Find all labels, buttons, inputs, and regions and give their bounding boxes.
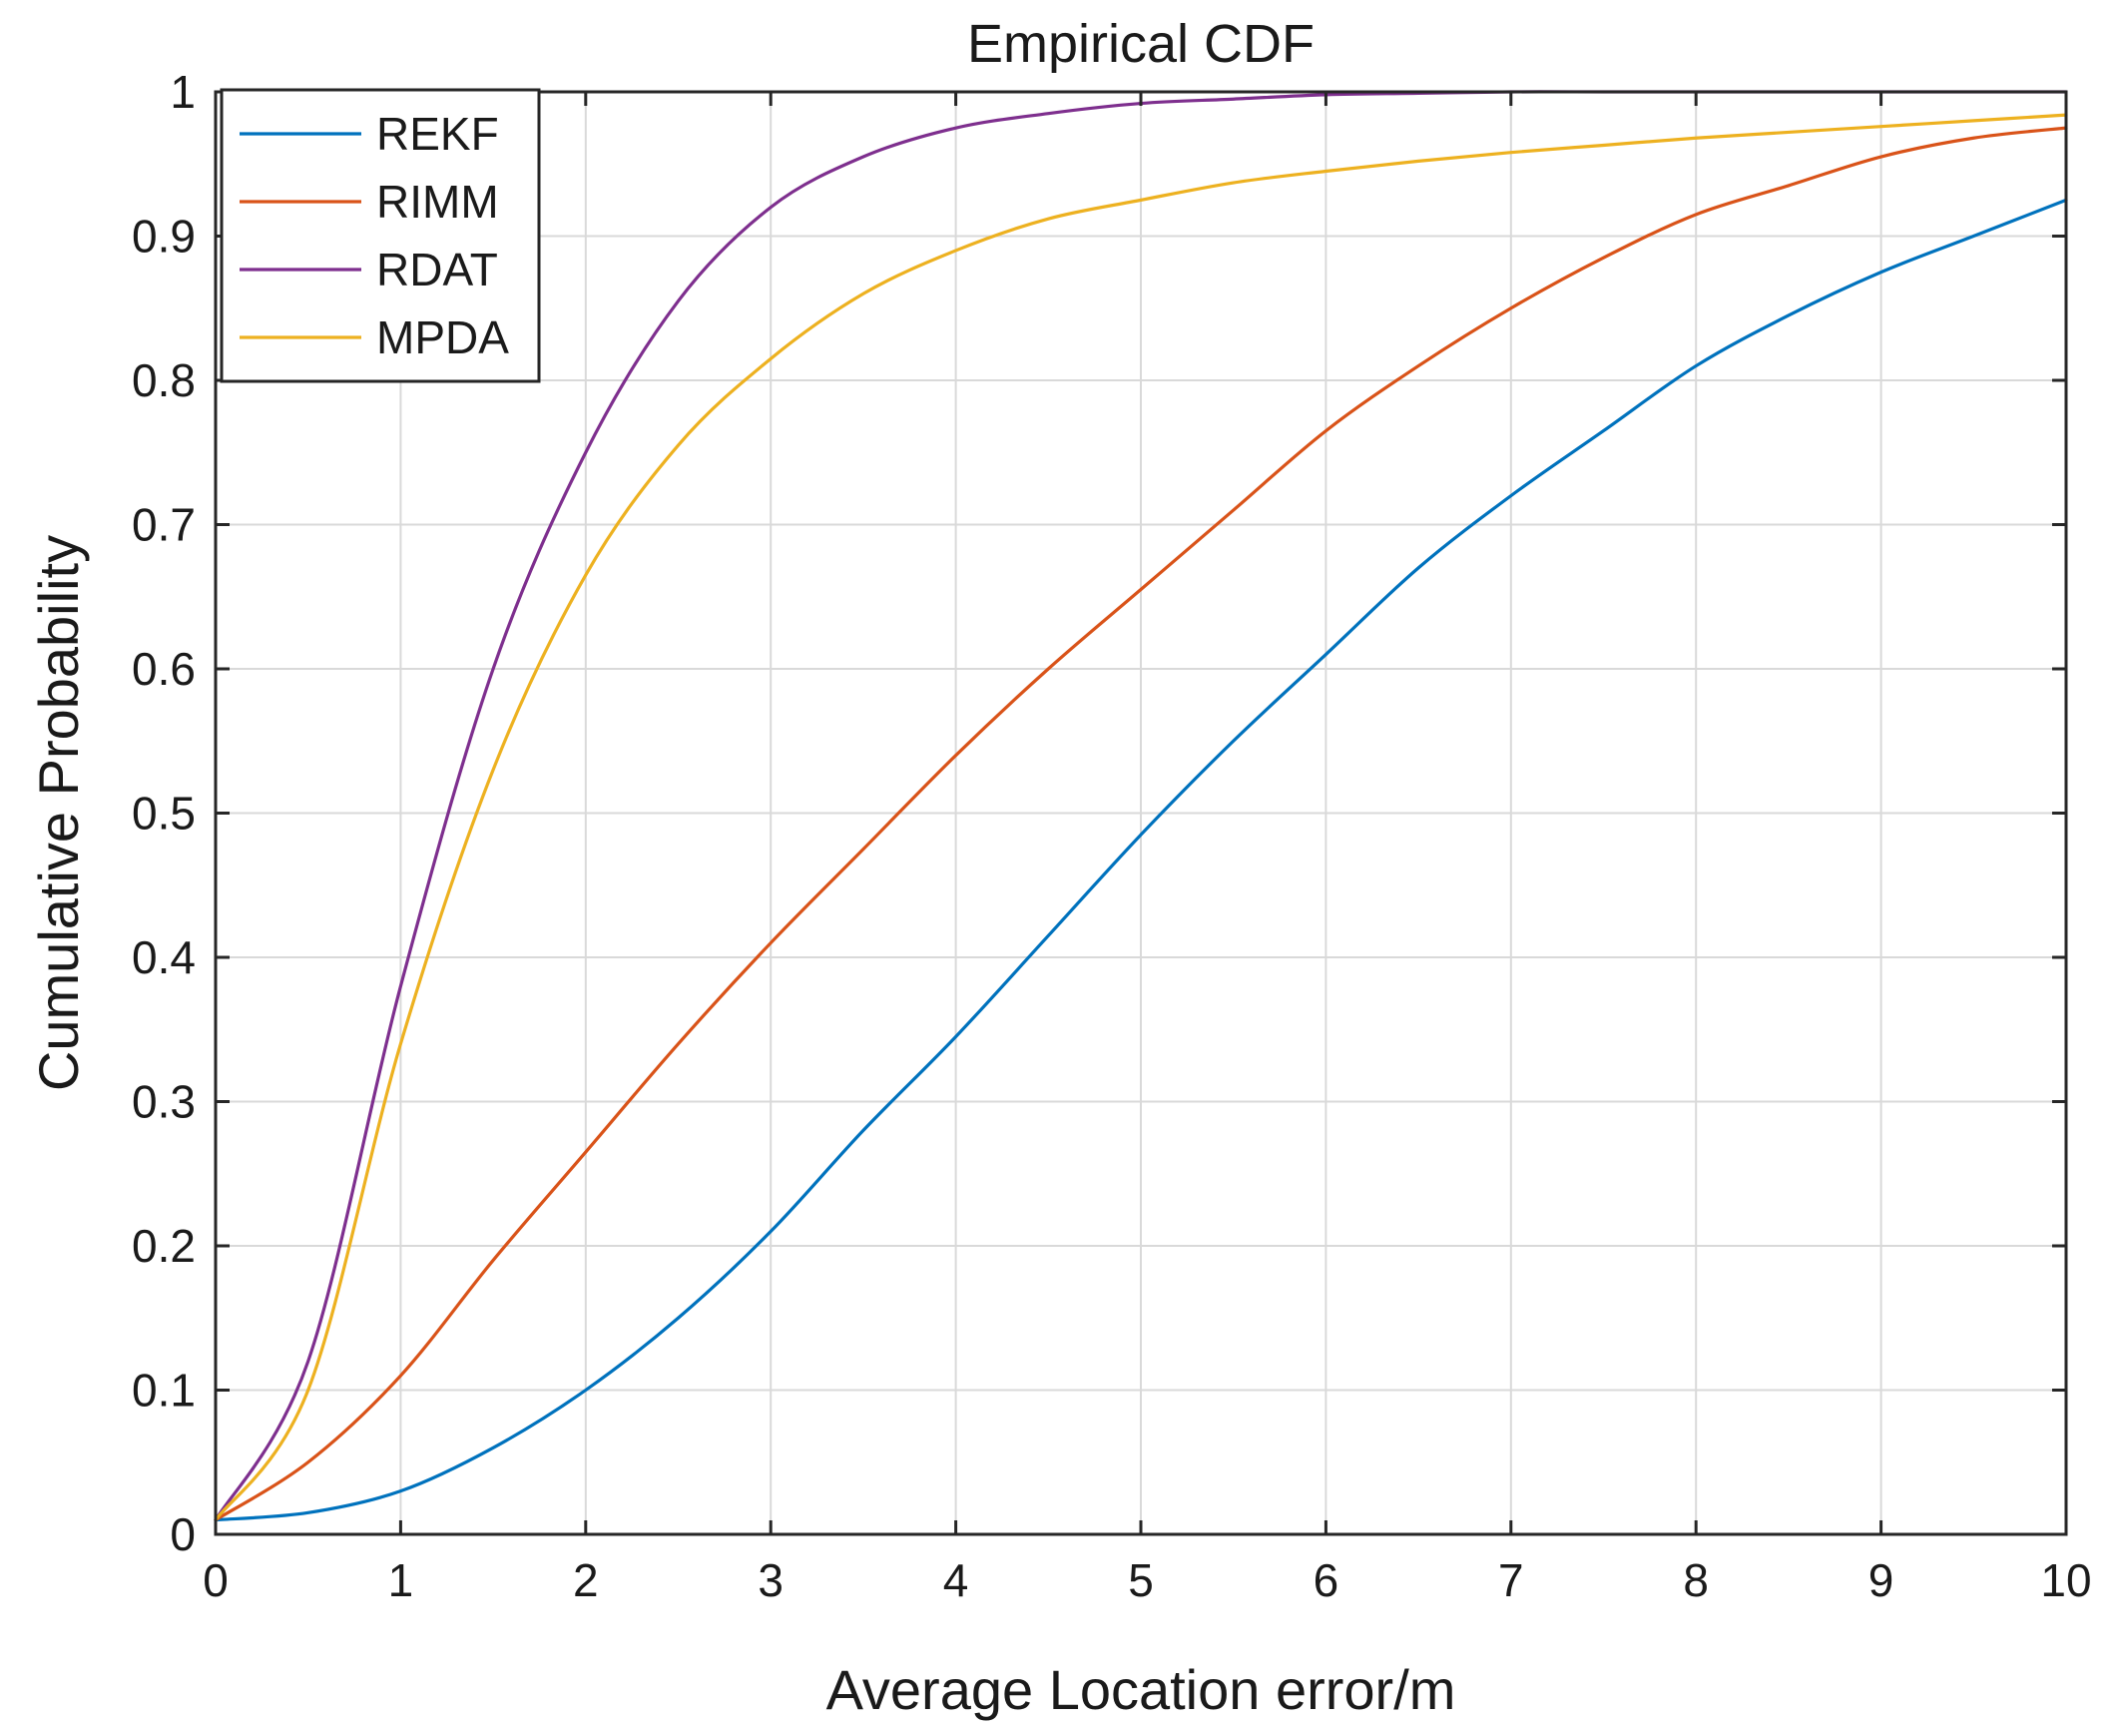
legend-label-rekf: REKF — [376, 108, 499, 160]
y-axis-label: Cumulative Probability — [27, 535, 90, 1091]
x-tick-label: 0 — [203, 1554, 229, 1606]
y-tick-label: 0.7 — [132, 499, 196, 551]
y-tick-label: 0.8 — [132, 354, 196, 406]
legend-label-mpda: MPDA — [376, 311, 509, 363]
y-tick-label: 0.4 — [132, 931, 196, 983]
chart-title: Empirical CDF — [967, 14, 1315, 74]
legend-box — [220, 88, 541, 383]
y-tick-label: 0.1 — [132, 1365, 196, 1417]
legend-label-rdat: RDAT — [376, 244, 498, 295]
x-tick-label: 3 — [758, 1554, 784, 1606]
legend-label-rimm: RIMM — [376, 176, 499, 228]
y-tick-label: 0.2 — [132, 1220, 196, 1272]
x-tick-label: 9 — [1868, 1554, 1894, 1606]
y-tick-label: 0.6 — [132, 643, 196, 695]
x-tick-label: 7 — [1498, 1554, 1524, 1606]
y-tick-label: 0.5 — [132, 788, 196, 840]
y-tick-label: 0 — [170, 1508, 196, 1560]
y-tick-label: 0.9 — [132, 211, 196, 263]
x-tick-label: 8 — [1683, 1554, 1709, 1606]
x-tick-label: 5 — [1128, 1554, 1154, 1606]
series-line-mpda — [214, 113, 2068, 1522]
legend: REKF RIMM RDAT MPDA — [220, 88, 541, 383]
series-line-rekf — [214, 198, 2068, 1522]
x-tick-label: 2 — [573, 1554, 599, 1606]
ticks: 0 1 2 3 4 5 6 7 8 9 10 0 0.1 0.2 0.3 0.4 0.5 0.6 0.7 0.8 0.9… — [132, 66, 2092, 1606]
x-tick-label: 10 — [2040, 1554, 2091, 1606]
y-tick-label: 0.3 — [132, 1076, 196, 1128]
series-lines — [214, 90, 2068, 1522]
x-axis-label: Average Location error/m — [826, 1658, 1456, 1721]
series-line-rimm — [214, 126, 2068, 1522]
x-tick-label: 6 — [1314, 1554, 1339, 1606]
x-tick-label: 1 — [388, 1554, 414, 1606]
y-tick-label: 1 — [170, 66, 196, 118]
x-tick-label: 4 — [943, 1554, 969, 1606]
